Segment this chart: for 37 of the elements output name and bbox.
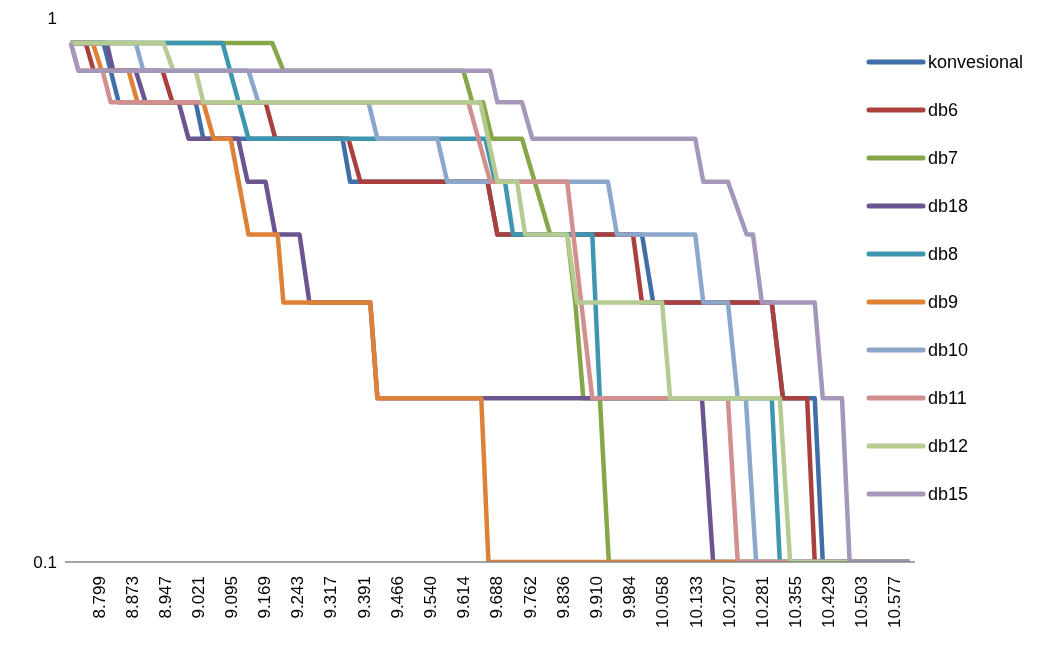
x-tick-label: 10.577 — [885, 576, 905, 628]
x-tick-label: 9.688 — [487, 576, 507, 619]
legend-label: db8 — [928, 243, 959, 265]
x-tick-label: 8.947 — [155, 576, 175, 619]
x-tick-label: 9.910 — [586, 576, 606, 619]
x-tick-label: 10.355 — [786, 576, 806, 628]
legend-label: db12 — [928, 435, 969, 457]
x-tick-label: 9.169 — [255, 576, 275, 619]
x-tick-label: 9.984 — [619, 576, 639, 619]
x-tick-label: 10.058 — [653, 576, 673, 628]
x-tick-label: 10.207 — [719, 576, 739, 628]
legend-label: db9 — [928, 291, 959, 313]
legend-label: db6 — [928, 99, 959, 121]
x-tick-label: 9.021 — [188, 576, 208, 619]
legend-label: db18 — [928, 195, 969, 217]
legend-label: db11 — [928, 387, 967, 409]
x-tick-label: 10.503 — [852, 576, 872, 628]
x-tick-label: 9.243 — [288, 576, 308, 619]
x-tick-label: 9.391 — [354, 576, 374, 619]
y-tick-label: 1 — [47, 9, 57, 28]
x-tick-label: 9.095 — [222, 576, 242, 619]
legend-label: konvesional — [928, 51, 1024, 73]
x-tick-label: 8.873 — [122, 576, 142, 619]
x-tick-label: 9.466 — [388, 576, 408, 619]
x-tick-label: 9.836 — [553, 576, 573, 619]
x-tick-label: 9.540 — [421, 576, 441, 619]
legend-label: db15 — [928, 483, 969, 505]
x-tick-label: 9.317 — [321, 576, 341, 619]
legend-label: db7 — [928, 147, 959, 169]
x-tick-label: 9.614 — [454, 576, 474, 619]
x-tick-label: 8.799 — [89, 576, 109, 619]
x-tick-label: 10.429 — [819, 576, 839, 628]
x-tick-label: 10.133 — [686, 576, 706, 628]
legend-label: db10 — [928, 339, 969, 361]
x-tick-label: 10.281 — [752, 576, 772, 628]
y-tick-label: 0.1 — [33, 553, 57, 572]
x-tick-label: 9.762 — [520, 576, 540, 619]
